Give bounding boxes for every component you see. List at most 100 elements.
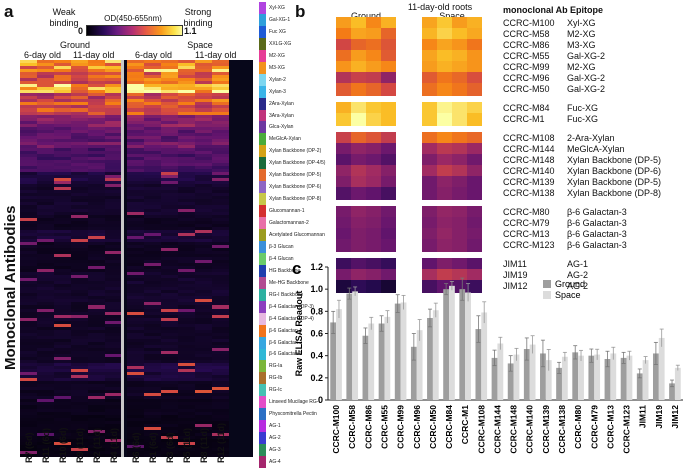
epitope-label: Gal-XG-1 xyxy=(269,16,291,23)
heatmap-a-cell xyxy=(212,108,229,112)
heatmap-a-cell xyxy=(88,175,105,179)
heatmap-a-cell xyxy=(105,453,122,458)
heatmap-a-cell xyxy=(71,147,88,152)
heatmap-a-cell xyxy=(37,144,54,149)
heatmap-a-cell xyxy=(178,217,195,221)
heatmap-a-cell xyxy=(71,429,88,434)
heatmap-a-cell xyxy=(178,229,195,234)
heatmap-a-cell xyxy=(161,196,178,200)
mab-label: CCRC-M99 xyxy=(503,62,550,72)
heatmap-a-cell xyxy=(144,241,161,246)
heatmap-a-cell xyxy=(71,175,88,179)
heatmap-a-cell xyxy=(88,205,105,209)
heatmap-a-cell xyxy=(195,272,212,276)
heatmap-a-cell xyxy=(88,426,105,431)
heatmap-a-cell xyxy=(71,293,88,297)
heatmap-a-cell xyxy=(212,269,229,273)
heatmap-a-cell xyxy=(212,135,229,140)
heatmap-a-cell xyxy=(195,193,212,197)
epitope-b-label: Xylan Backbone (DP-5) xyxy=(567,177,662,187)
heatmap-a-cell xyxy=(54,111,71,115)
heatmap-a-cell xyxy=(37,96,54,100)
sample-label: R2 (11d) xyxy=(92,427,102,463)
heatmap-a-cell xyxy=(127,120,144,125)
heatmap-b-ground-cell xyxy=(366,187,381,200)
heatmap-b-ground-cell xyxy=(351,187,366,200)
heatmap-a-cell xyxy=(71,414,88,418)
heatmap-a-cell xyxy=(37,263,54,267)
heatmap-a-cell xyxy=(88,163,105,167)
heatmap-a-cell xyxy=(212,341,229,346)
heatmap-a-cell xyxy=(144,187,161,191)
heatmap-a-cell xyxy=(37,132,54,137)
heatmap-a-cell xyxy=(212,450,229,455)
heatmap-a-cell xyxy=(161,111,178,115)
heatmap-a-cell xyxy=(195,347,212,352)
heatmap-a-cell xyxy=(178,181,195,185)
heatmap-a-cell xyxy=(20,344,37,349)
heatmap-a-cell xyxy=(144,193,161,197)
heatmap-a-cell xyxy=(105,341,122,346)
heatmap-b-space-cell xyxy=(437,102,452,115)
heatmap-a-cell xyxy=(161,441,178,446)
heatmap-a-cell xyxy=(127,244,144,249)
heatmap-a-cell xyxy=(127,208,144,212)
heatmap-a-cell xyxy=(54,178,71,182)
mab-label: CCRC-M80 xyxy=(503,207,550,217)
heatmap-a-cell xyxy=(105,247,122,252)
heatmap-a-cell xyxy=(195,117,212,121)
heatmap-a-cell xyxy=(88,117,105,121)
heatmap-a-cell xyxy=(144,144,161,149)
heatmap-a-cell xyxy=(37,169,54,173)
heatmap-a-cell xyxy=(71,281,88,285)
heatmap-a-cell xyxy=(127,260,144,264)
heatmap-a-cell xyxy=(20,247,37,252)
heatmap-a-cell xyxy=(212,175,229,179)
heatmap-a-cell xyxy=(20,444,37,449)
heatmap-a-cell xyxy=(195,60,212,64)
heatmap-a-cell xyxy=(144,60,161,64)
heatmap-a-cell xyxy=(88,87,105,91)
heatmap-a-cell xyxy=(178,302,195,306)
heatmap-a-cell xyxy=(71,214,88,218)
heatmap-a-cell xyxy=(88,266,105,270)
heatmap-a-cell xyxy=(71,253,88,258)
epitope-label: Xylan Backbone (DP-8) xyxy=(269,196,322,203)
heatmap-a-cell xyxy=(88,429,105,434)
heatmap-a-cell xyxy=(37,417,54,422)
heatmap-a-cell xyxy=(54,163,71,167)
heatmap-a-cell xyxy=(195,423,212,428)
heatmap-a-cell xyxy=(195,211,212,215)
heatmap-b-space-cell xyxy=(452,39,467,52)
y-axis-title: Monoclonal Antibodies xyxy=(2,205,19,370)
heatmap-a-cell xyxy=(161,175,178,179)
heatmap-a-cell xyxy=(212,84,229,88)
heatmap-a-cell xyxy=(178,69,195,73)
heatmap-b-ground-cell xyxy=(336,187,351,200)
heatmap-a-cell xyxy=(20,417,37,422)
heatmap-a-cell xyxy=(161,387,178,391)
heatmap-a-cell xyxy=(178,281,195,285)
heatmap-a-cell xyxy=(127,396,144,400)
heatmap-a-cell xyxy=(127,263,144,267)
ground-bar xyxy=(540,353,546,400)
heatmap-a-cell xyxy=(178,390,195,394)
heatmap-a-cell xyxy=(88,323,105,328)
heatmap-a-cell xyxy=(195,256,212,261)
heatmap-a-cell xyxy=(127,220,144,225)
heatmap-a-cell xyxy=(144,347,161,352)
heatmap-b-space-cell xyxy=(467,72,482,85)
heatmap-a-cell xyxy=(54,214,71,218)
heatmap-a-cell xyxy=(127,99,144,103)
heatmap-a-cell xyxy=(178,253,195,258)
heatmap-a-cell xyxy=(105,332,122,337)
heatmap-a-cell xyxy=(88,311,105,315)
heatmap-b-space-cell xyxy=(437,269,452,282)
heatmap-a-cell xyxy=(127,360,144,364)
heatmap-b-ground-cell xyxy=(366,102,381,115)
heatmap-b-ground-cell xyxy=(366,17,381,30)
heatmap-b-ground-cell xyxy=(336,61,351,74)
epitope-b-label: Xylan Backbone (DP-5) xyxy=(567,155,662,165)
heatmap-a-cell xyxy=(54,269,71,273)
heatmap-a-cell xyxy=(54,60,71,64)
